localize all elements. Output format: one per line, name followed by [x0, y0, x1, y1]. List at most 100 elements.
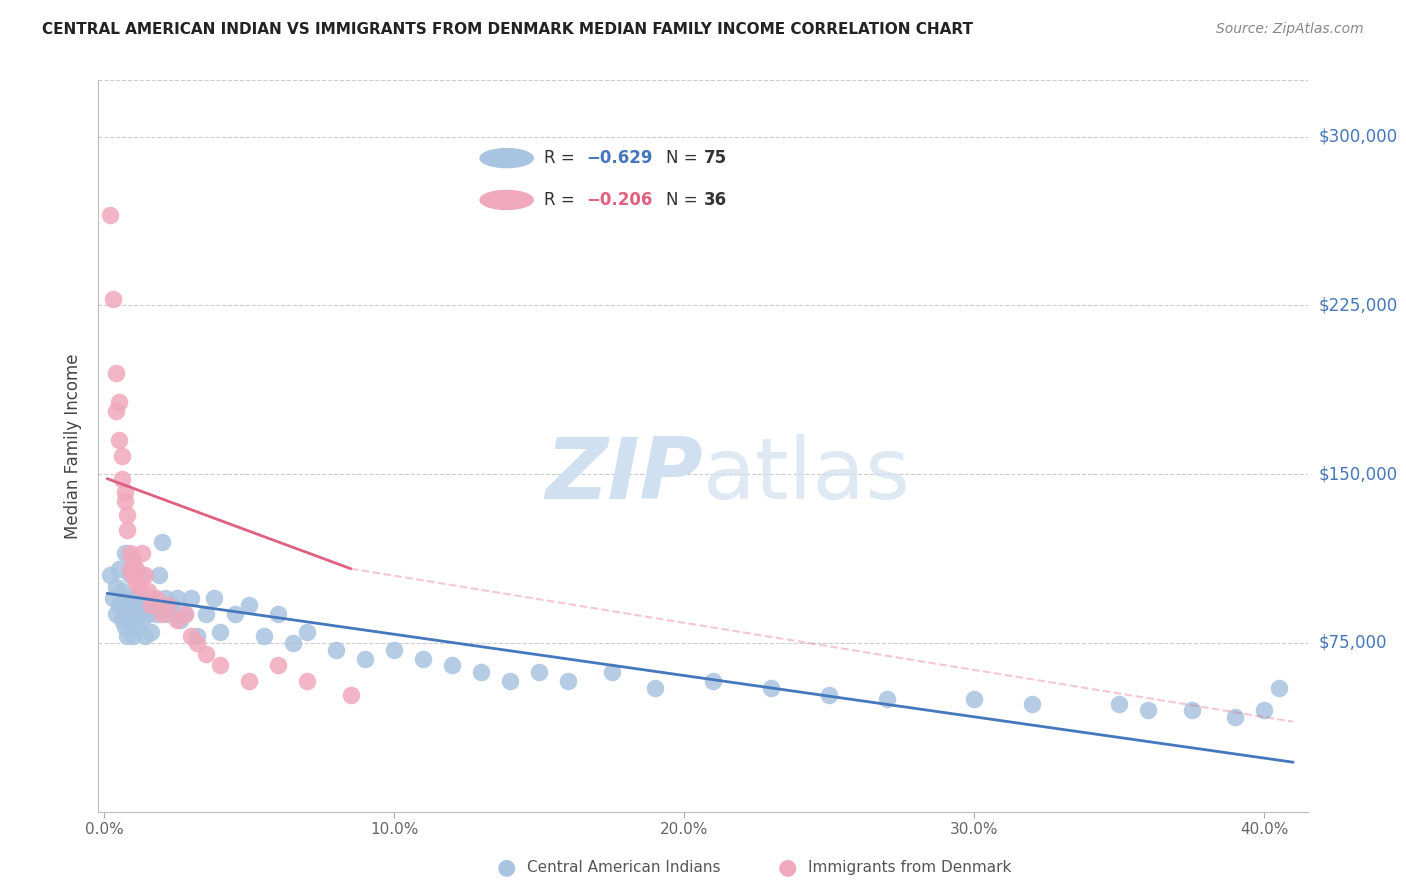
Point [110, 449, 132, 463]
Point [1137, 703, 1160, 717]
Point [122, 629, 145, 643]
Text: ZIP: ZIP [546, 434, 703, 516]
Point [186, 629, 208, 643]
Text: Source: ZipAtlas.com: Source: ZipAtlas.com [1216, 22, 1364, 37]
Text: ●: ● [496, 857, 516, 877]
Point [150, 534, 173, 549]
Point [382, 642, 405, 657]
Point [104, 607, 127, 621]
Point [194, 607, 217, 621]
Point [131, 568, 153, 582]
Point [128, 591, 150, 605]
Point [125, 562, 148, 576]
Point [114, 602, 136, 616]
Point [114, 546, 136, 560]
Point [122, 552, 145, 566]
Point [186, 636, 208, 650]
Point [174, 607, 197, 621]
Point [267, 607, 290, 621]
Text: Central American Indians: Central American Indians [527, 860, 721, 874]
Point [122, 607, 145, 621]
Point [131, 546, 153, 560]
Point [139, 624, 162, 639]
Point [209, 624, 232, 639]
Point [131, 614, 153, 628]
Point [117, 508, 139, 522]
Point [142, 598, 165, 612]
Point [139, 591, 162, 605]
Point [1223, 710, 1246, 724]
Point [166, 591, 188, 605]
Text: CENTRAL AMERICAN INDIAN VS IMMIGRANTS FROM DENMARK MEDIAN FAMILY INCOME CORRELAT: CENTRAL AMERICAN INDIAN VS IMMIGRANTS FR… [42, 22, 973, 37]
Text: N =: N = [666, 191, 697, 209]
Point [104, 404, 127, 418]
Point [557, 674, 579, 689]
Point [499, 674, 522, 689]
Point [224, 607, 246, 621]
Point [470, 665, 492, 680]
Point [600, 665, 623, 680]
Text: −0.206: −0.206 [586, 191, 652, 209]
Point [110, 584, 132, 599]
Text: $300,000: $300,000 [1319, 128, 1398, 145]
Point [818, 688, 841, 702]
Point [122, 591, 145, 605]
Point [1181, 703, 1204, 717]
Point [354, 651, 377, 665]
Point [134, 629, 156, 643]
Point [166, 614, 188, 628]
Point [104, 580, 127, 594]
Point [644, 681, 666, 695]
Point [107, 598, 129, 612]
Point [325, 642, 347, 657]
Point [107, 395, 129, 409]
Point [963, 692, 986, 706]
Point [104, 366, 127, 380]
Point [174, 607, 197, 621]
Point [134, 598, 156, 612]
Text: −0.629: −0.629 [586, 149, 652, 167]
Point [194, 647, 217, 661]
Text: Immigrants from Denmark: Immigrants from Denmark [808, 860, 1012, 874]
Point [238, 598, 260, 612]
Point [114, 494, 136, 508]
Point [120, 568, 142, 582]
Point [117, 591, 139, 605]
Point [145, 591, 167, 605]
Point [110, 614, 132, 628]
Point [702, 674, 724, 689]
Point [117, 607, 139, 621]
Y-axis label: Median Family Income: Median Family Income [65, 353, 83, 539]
Point [110, 472, 132, 486]
Point [120, 614, 142, 628]
Circle shape [479, 149, 533, 168]
Point [156, 598, 179, 612]
Point [238, 674, 260, 689]
Point [295, 624, 318, 639]
Point [134, 568, 156, 582]
Point [876, 692, 898, 706]
Point [98, 568, 121, 582]
Point [441, 658, 464, 673]
Point [125, 602, 148, 616]
Point [125, 575, 148, 590]
Point [117, 524, 139, 538]
Text: ●: ● [778, 857, 797, 877]
Point [128, 607, 150, 621]
Text: $75,000: $75,000 [1319, 634, 1388, 652]
Point [139, 598, 162, 612]
Point [120, 598, 142, 612]
Point [253, 629, 276, 643]
Text: R =: R = [544, 191, 575, 209]
Text: 75: 75 [703, 149, 727, 167]
Point [128, 580, 150, 594]
Text: N =: N = [666, 149, 697, 167]
Circle shape [479, 190, 533, 210]
Point [120, 546, 142, 560]
Point [117, 629, 139, 643]
Point [209, 658, 232, 673]
Point [267, 658, 290, 673]
Text: R =: R = [544, 149, 575, 167]
Point [122, 568, 145, 582]
Point [527, 665, 550, 680]
